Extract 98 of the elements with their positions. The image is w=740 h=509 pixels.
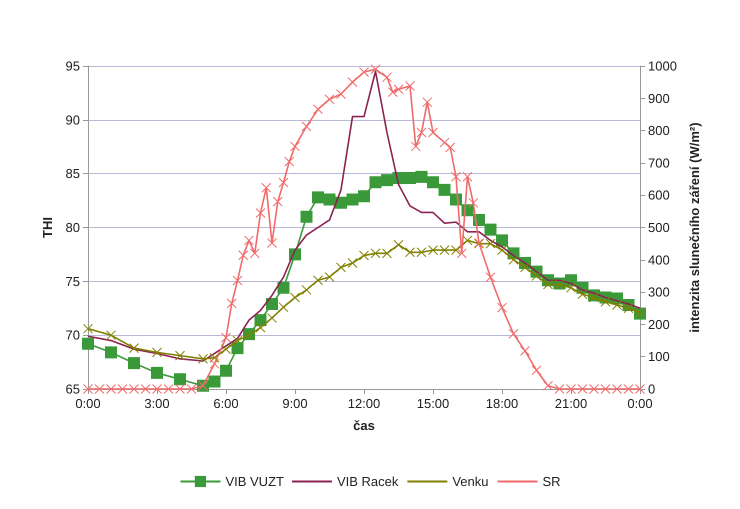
point (440, 245, 450, 256)
point (484, 224, 496, 236)
y2-tick-label: 900 (648, 90, 670, 106)
legend-label: VIB Racek (336, 474, 399, 489)
point (600, 296, 610, 307)
y2-tick-label: 800 (648, 123, 670, 138)
point (290, 292, 300, 302)
y2-tick-label: 500 (648, 220, 670, 235)
y2-tick-label: 0 (648, 382, 656, 396)
x-tick-label: 12:00 (348, 396, 380, 411)
y-tick-label: 90 (66, 112, 80, 128)
point (566, 282, 576, 293)
point (543, 280, 553, 290)
point (175, 350, 185, 361)
point (220, 364, 232, 377)
y2-axis-title: intenzita slunečního záření (W/m²) (686, 122, 702, 333)
point (221, 344, 231, 354)
point (462, 235, 472, 246)
point (438, 184, 450, 196)
point (129, 343, 139, 354)
point (105, 346, 117, 358)
point (232, 336, 242, 346)
y-tick-label: 70 (66, 328, 80, 343)
point (624, 303, 634, 314)
point (382, 248, 392, 258)
point (520, 262, 530, 272)
point (370, 248, 380, 258)
point (486, 238, 496, 249)
point (381, 174, 393, 186)
point (532, 270, 542, 281)
point (336, 262, 346, 272)
y-axis-title: THI (40, 217, 55, 238)
y-tick-label: 65 (66, 382, 80, 396)
point (106, 330, 116, 340)
point (312, 191, 324, 204)
y-tick-label: 80 (66, 220, 80, 235)
point (302, 284, 312, 295)
legend-label: SR (542, 474, 561, 489)
point (151, 366, 163, 379)
point (198, 354, 208, 364)
point (589, 292, 599, 302)
x-tick-label: 21:00 (554, 396, 588, 411)
point (496, 234, 508, 246)
y2-tick-label: 300 (648, 284, 670, 300)
x-tick-label: 18:00 (486, 396, 518, 411)
y2-tick-label: 400 (648, 252, 670, 268)
point (128, 357, 140, 370)
y2-tick-label: 100 (648, 349, 670, 364)
point (404, 172, 416, 184)
point (428, 245, 438, 256)
y2-tick-label: 700 (648, 155, 670, 170)
point (278, 282, 290, 294)
point (278, 302, 288, 312)
point (313, 275, 323, 286)
y-tick-label: 95 (66, 58, 80, 74)
x-tick-label: 3:00 (144, 396, 170, 411)
point (232, 342, 244, 354)
point (324, 272, 334, 282)
point (346, 194, 358, 206)
point (267, 312, 277, 323)
point (152, 347, 162, 358)
y2-tick-label: 600 (648, 188, 670, 203)
y-tick-label: 75 (66, 274, 80, 289)
point (348, 258, 358, 268)
legend-label: VIB VUZT (225, 474, 284, 489)
y2-tick-label: 200 (648, 316, 670, 332)
point (416, 170, 428, 183)
x-tick-label: 6:00 (213, 396, 239, 411)
point (612, 300, 622, 310)
point (394, 240, 404, 250)
y2-tick-label: 1000 (648, 58, 677, 74)
point (83, 324, 93, 334)
point (451, 245, 461, 256)
point (405, 247, 415, 258)
point (427, 176, 439, 188)
point (324, 194, 336, 206)
x-axis-title: čas (353, 418, 375, 433)
point (554, 280, 564, 290)
point (416, 247, 426, 258)
point (210, 352, 220, 363)
x-tick-label: 0:00 (627, 396, 653, 411)
point (497, 245, 507, 256)
point (82, 338, 94, 350)
legend-label: Venku (452, 474, 489, 489)
point (370, 176, 382, 188)
point (578, 289, 588, 300)
x-tick-label: 9:00 (282, 396, 308, 411)
point (208, 375, 220, 388)
point (508, 254, 518, 265)
x-tick-label: 15:00 (416, 396, 450, 411)
point (266, 298, 278, 310)
point (358, 190, 370, 202)
point (174, 373, 186, 386)
point (300, 210, 312, 223)
point (256, 322, 266, 333)
y-tick-label: 85 (66, 166, 80, 182)
point (359, 250, 369, 260)
x-tick-label: 0:00 (75, 396, 101, 411)
